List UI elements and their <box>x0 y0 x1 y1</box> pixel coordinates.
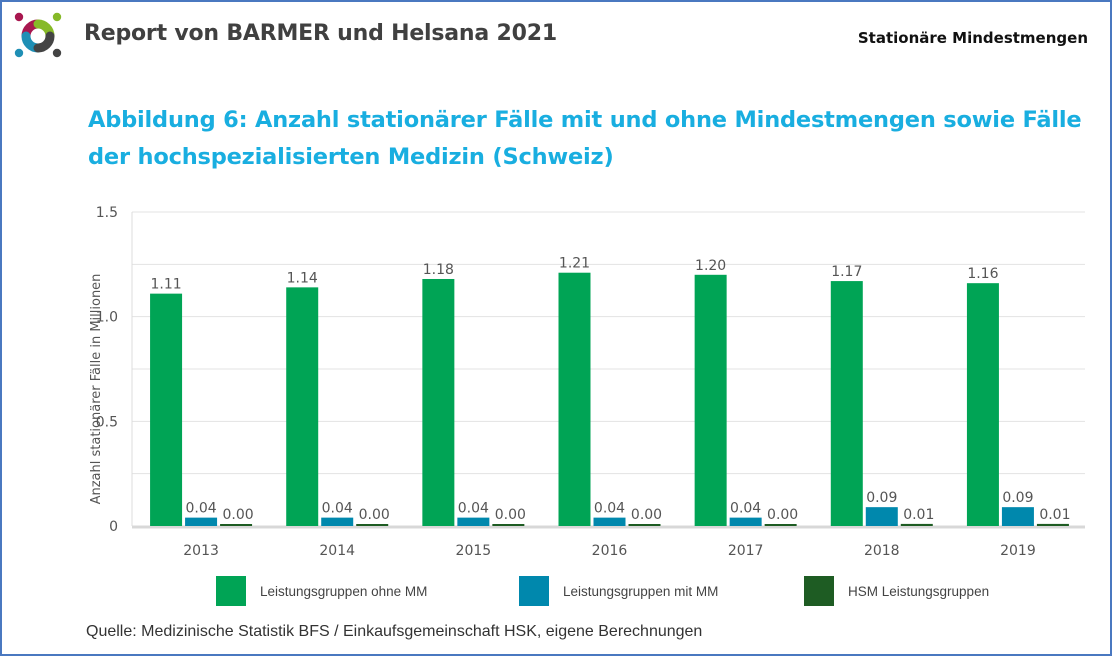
legend-item: HSM Leistungsgruppen <box>804 575 989 607</box>
x-tick-label: 2015 <box>456 543 492 559</box>
bar-2015-series-1 <box>457 517 490 526</box>
legend-swatch <box>804 576 834 606</box>
data-label: 0.04 <box>322 501 353 517</box>
legend-swatch <box>519 576 549 606</box>
bar-2017-series-1 <box>729 517 762 526</box>
bar-2019-series-1 <box>1001 507 1034 526</box>
legend-label: Leistungsgruppen ohne MM <box>260 583 428 599</box>
bar-2016-series-0 <box>558 272 591 526</box>
data-label: 1.20 <box>695 258 726 274</box>
data-label: 0.01 <box>1039 507 1070 523</box>
data-label: 0.04 <box>458 501 489 517</box>
report-title: Report von BARMER und Helsana 2021 <box>84 21 557 46</box>
y-tick-label: 1.0 <box>96 310 118 326</box>
x-tick-label: 2019 <box>1000 543 1036 559</box>
bar-2018-series-0 <box>830 281 863 526</box>
data-label: 1.18 <box>423 262 454 278</box>
bar-2019-series-2 <box>1036 523 1069 526</box>
section-title: Stationäre Mindestmengen <box>857 29 1088 47</box>
y-axis-title: Anzahl stationärer Fälle in Millionen <box>89 274 104 505</box>
bar-2018-series-1 <box>865 507 898 526</box>
figure-title: Abbildung 6: Anzahl stationärer Fälle mi… <box>88 107 1082 170</box>
bar-2016-series-2 <box>628 524 661 526</box>
data-label: 1.16 <box>967 266 998 282</box>
legend-item: Leistungsgruppen mit MM <box>519 575 718 607</box>
source-note: Quelle: Medizinische Statistik BFS / Ein… <box>86 623 703 640</box>
legend-label: Leistungsgruppen mit MM <box>563 583 719 599</box>
bar-2016-series-1 <box>593 517 626 526</box>
bar-2018-series-2 <box>900 523 933 526</box>
bar-2013-series-0 <box>150 293 183 526</box>
logo-head-1 <box>52 12 62 22</box>
bar-2015-series-0 <box>422 278 455 526</box>
bar-2019-series-0 <box>966 283 999 526</box>
data-label: 1.17 <box>831 264 862 280</box>
data-label: 1.14 <box>287 270 318 286</box>
bar-2013-series-1 <box>185 517 218 526</box>
data-label: 0.00 <box>359 507 390 523</box>
x-tick-label: 2017 <box>728 543 764 559</box>
chart-legend: Leistungsgruppen ohne MM Leistungsgruppen… <box>0 575 1112 609</box>
data-label: 1.21 <box>559 256 590 272</box>
bar-2017-series-0 <box>694 274 727 526</box>
legend-item: Leistungsgruppen ohne MM <box>216 575 427 607</box>
data-label: 0.04 <box>594 501 625 517</box>
legend-swatch <box>216 576 246 606</box>
data-label: 0.04 <box>185 501 216 517</box>
y-tick-label: 0.5 <box>96 414 118 430</box>
logo-head-3 <box>52 48 62 58</box>
bar-2014-series-2 <box>356 524 389 526</box>
y-tick-label: 1.5 <box>96 205 118 221</box>
legend-label: HSM Leistungsgruppen <box>848 583 990 599</box>
data-label: 0.01 <box>903 507 934 523</box>
data-label: 0.00 <box>631 507 662 523</box>
data-label: 1.11 <box>150 277 181 293</box>
data-label: 0.09 <box>866 490 897 506</box>
data-label: 0.04 <box>730 501 761 517</box>
data-label: 0.09 <box>1002 490 1033 506</box>
bar-2017-series-2 <box>764 524 797 526</box>
x-tick-label: 2018 <box>864 543 900 559</box>
bar-2013-series-2 <box>220 524 253 526</box>
logo-head-0 <box>14 12 24 22</box>
data-label: 0.00 <box>495 507 526 523</box>
x-tick-label: 2013 <box>183 543 219 559</box>
y-tick-label: 0 <box>109 519 118 535</box>
barmer-helsana-logo-icon <box>14 12 62 58</box>
x-tick-label: 2016 <box>592 543 628 559</box>
data-label: 0.00 <box>222 507 253 523</box>
bar-2015-series-2 <box>492 524 525 526</box>
logo-arc-3 <box>33 31 55 53</box>
x-tick-label: 2014 <box>319 543 355 559</box>
data-label: 0.00 <box>767 507 798 523</box>
bar-2014-series-0 <box>286 287 319 526</box>
bar-2014-series-1 <box>321 517 354 526</box>
logo-head-2 <box>14 48 24 58</box>
